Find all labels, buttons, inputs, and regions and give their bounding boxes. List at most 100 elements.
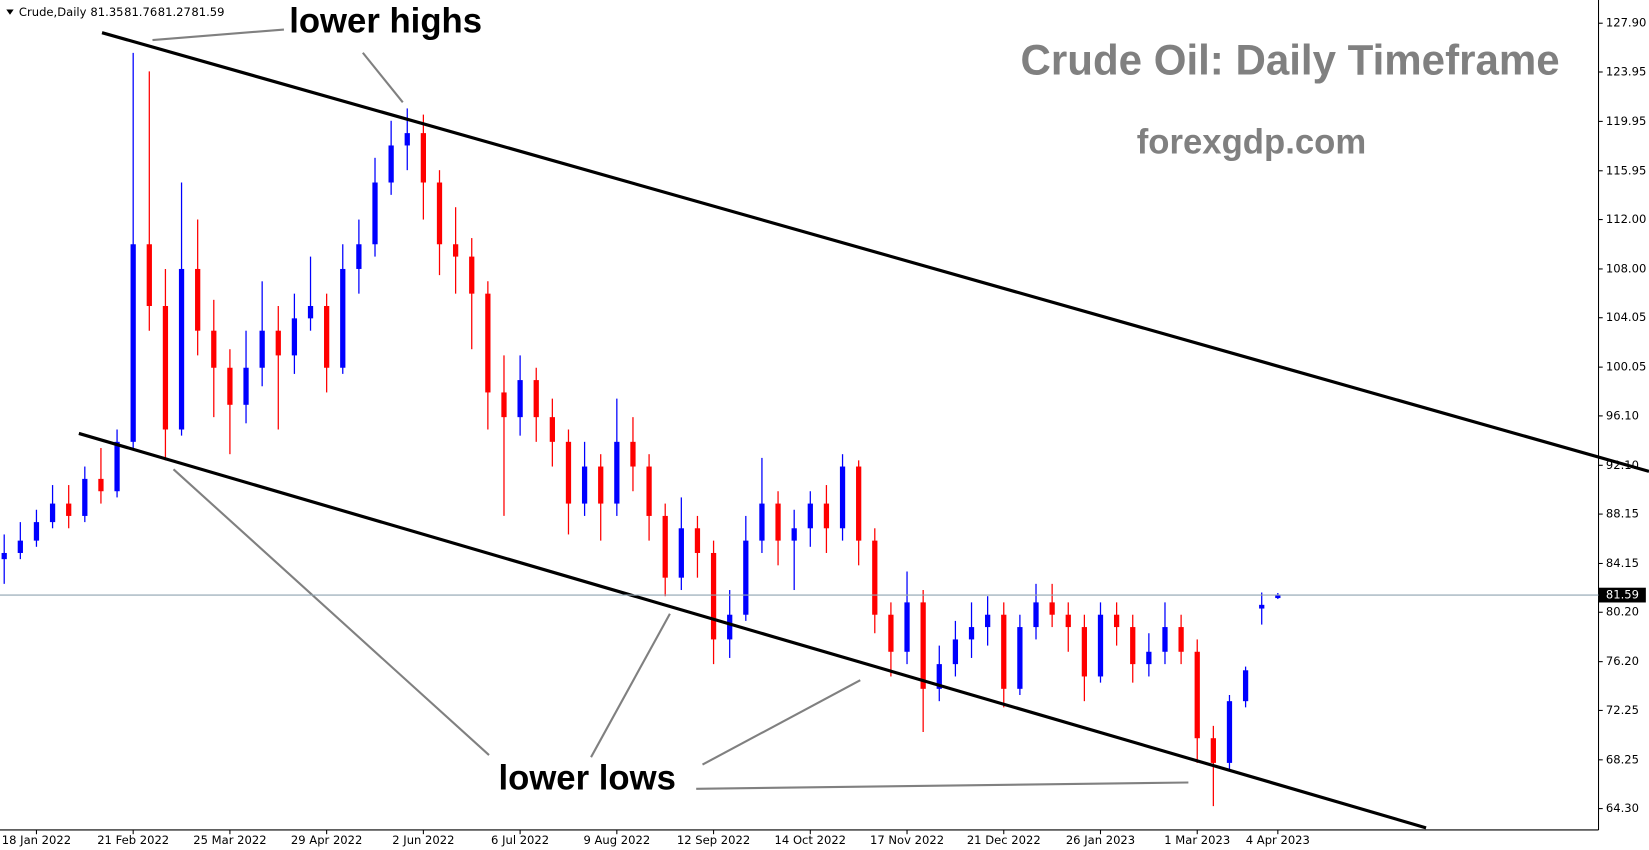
candle-body [920,602,926,689]
candle-body [1001,614,1007,689]
candle-body [549,417,555,442]
candle-body [856,466,862,541]
candle-body [307,306,314,319]
candle-body [1194,651,1200,739]
candle-body [872,540,878,615]
candle-body [436,182,443,245]
y-tick-label: 80.20 [1606,605,1639,619]
candle-body [1130,627,1136,665]
annotation: lower lows [498,760,675,798]
pointer [152,28,285,42]
candle-body [1226,701,1233,763]
candle-body [340,268,346,368]
candle-body [259,330,265,368]
candle-body [49,503,56,523]
candle-body [598,466,604,504]
x-tick-label: 14 Oct 2022 [775,833,846,847]
pointer [172,468,490,756]
x-tick-label: 18 Jan 2022 [2,833,71,847]
candle-body [1242,670,1249,702]
x-tick-label: 1 Mar 2023 [1164,833,1230,847]
candle-body [33,522,40,541]
candle-body [1259,604,1265,609]
candle-body [968,627,975,640]
candle-body [485,293,491,393]
x-tick-label: 21 Dec 2022 [967,833,1041,847]
ohlc-low: 81.27 [158,5,191,19]
candle-body [807,503,813,529]
candle-body [452,244,459,257]
candle-body [17,540,23,553]
x-tick-label: 29 Apr 2022 [291,833,362,847]
y-tick-label: 112.00 [1606,212,1646,226]
y-tick-label: 88.15 [1606,507,1639,521]
candle-body [1097,614,1104,677]
candle-body [646,466,652,516]
y-tick-label: 104.05 [1606,310,1646,324]
price-label: 81.59 [1606,588,1639,602]
y-tick-label: 119.95 [1606,114,1646,128]
x-tick-label: 12 Sep 2022 [677,833,750,847]
plot-area [1,52,1281,807]
candle-body [98,478,104,492]
upper-trendline [101,31,1649,473]
pointer [702,679,861,766]
y-tick-label: 108.00 [1606,261,1646,275]
candle-body [581,466,588,504]
y-tick-label: 84.15 [1606,556,1639,570]
x-tick-label: 26 Jan 2023 [1066,833,1135,847]
candle-body [630,441,636,467]
candle-body [1113,614,1120,628]
candle-body [146,244,152,307]
candle-body [1049,602,1055,615]
candle-body [839,466,846,529]
menu-arrow[interactable] [6,9,14,15]
candle-body [1,552,7,560]
candle-body [791,528,797,541]
ohlc-open: 81.35 [90,5,123,19]
candle-body [727,614,733,640]
candle-body [533,380,539,418]
candle-body [114,441,120,492]
candle-body [936,664,942,689]
candle-body [565,441,572,504]
y-tick-label: 64.30 [1606,801,1639,815]
pointer-lines [152,28,1189,790]
candle-body [388,145,394,183]
x-tick-label: 25 Mar 2022 [193,833,266,847]
y-tick-label: 115.95 [1606,163,1646,177]
candle-body [227,367,233,405]
candle-body [420,133,427,183]
candle-body [904,602,910,652]
pointer [696,781,1189,790]
candle-body [1033,602,1039,628]
candle-body [501,392,507,418]
y-tick-label: 127.90 [1606,16,1646,30]
candle-body [743,540,749,615]
candle-body [759,503,765,541]
annotation: lower highs [289,2,482,40]
ohlc-high: 81.76 [124,5,157,19]
candle-body [710,552,717,640]
candle-body [162,306,169,430]
price-label-box [1598,587,1646,603]
candle-body [82,478,88,516]
candle-body [662,515,668,578]
chart-title: Crude Oil: Daily Timeframe [1021,36,1560,83]
x-tick-label: 6 Jul 2022 [491,833,549,847]
candle-body [517,380,523,418]
candle-body [678,528,684,578]
candle-body [291,318,298,356]
y-tick-label: 96.10 [1606,408,1639,422]
x-tick-label: 2 Jun 2022 [392,833,454,847]
candle-body [243,367,249,405]
symbol-label: Crude,Daily [19,5,87,19]
ohlc-close: 81.59 [191,5,224,19]
candle-body [356,244,362,269]
pointer [362,52,404,103]
y-tick-label: 68.25 [1606,752,1639,766]
chart-subtitle: forexgdp.com [1137,124,1366,162]
candle-body [66,503,72,516]
